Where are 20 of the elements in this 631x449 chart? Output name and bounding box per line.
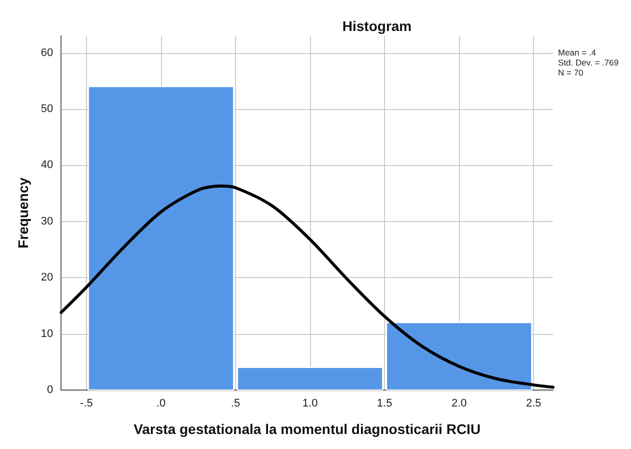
text: Mean = .4: [558, 48, 596, 58]
y-tick-label: 10: [40, 328, 54, 340]
x-tick-label: 1.0: [302, 398, 318, 410]
x-tick-label: 2.5: [526, 398, 542, 410]
x-tick-label: 2.0: [451, 398, 467, 410]
y-axis-title: Frequency: [15, 177, 31, 248]
x-tick-label: 1.5: [376, 398, 392, 410]
y-tick-label: 40: [40, 159, 54, 172]
x-axis-title: Varsta gestationala la momentul diagnosticarii RCIU: [134, 421, 481, 437]
x-tick-label: -.5: [80, 398, 93, 410]
text: N = 70: [558, 68, 584, 78]
y-tick-label: 50: [40, 103, 54, 116]
y-tick-label: 30: [40, 215, 54, 228]
chart-title: Histogram: [342, 18, 412, 34]
y-tick-label: 20: [40, 272, 54, 284]
y-tick-label: 60: [40, 46, 54, 59]
x-tick-label: .0: [156, 398, 166, 410]
text: Std. Dev. = .769: [558, 58, 619, 68]
x-tick-label: .5: [230, 398, 240, 410]
y-tick-label: 0: [47, 384, 54, 396]
